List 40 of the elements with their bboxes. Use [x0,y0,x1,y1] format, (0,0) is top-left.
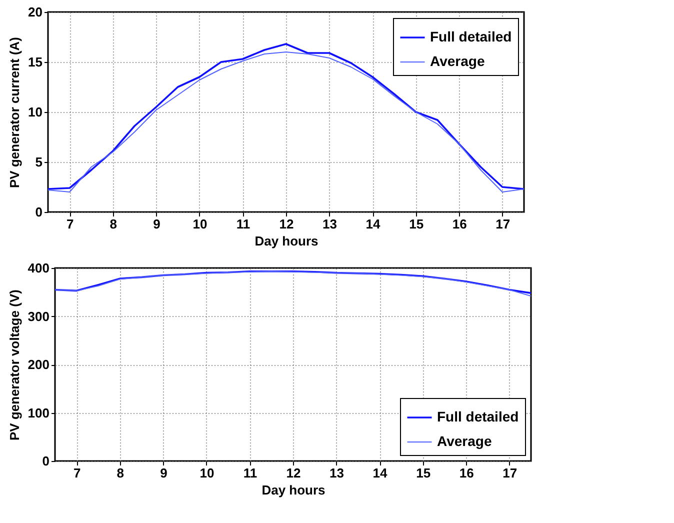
x-tick-label: 11 [236,216,250,232]
y-tick-label: 0 [35,204,42,220]
legend-label: Full detailed [437,408,519,424]
x-tick-label: 10 [200,466,214,480]
legend-label: Average [430,53,485,69]
x-tick-label: 12 [279,216,294,232]
x-tick-label: 16 [452,216,467,232]
x-tick-label: 11 [243,466,258,480]
y-tick-label: 200 [28,357,50,372]
y-tick-label: 10 [28,104,42,120]
x-axis-title: Day hours [254,234,318,248]
x-tick-label: 12 [286,466,301,480]
x-tick-label: 15 [409,216,424,232]
x-tick-label: 9 [160,466,168,480]
x-tick-label: 9 [153,216,160,232]
x-axis-title: Day hours [262,482,326,498]
x-tick-label: 14 [372,466,388,480]
y-tick-label: 100 [28,405,50,420]
y-tick-label: 300 [28,308,50,324]
y-tick-label: 400 [28,260,50,276]
x-tick-label: 8 [116,466,124,480]
legend-label: Full detailed [430,28,512,44]
x-tick-label: 14 [366,216,382,232]
x-tick-label: 13 [322,216,338,232]
x-tick-label: 13 [330,466,344,480]
x-tick-label: 15 [416,466,431,480]
y-axis-title: PV generator current (A) [7,37,22,188]
y-tick-label: 0 [42,454,50,468]
legend-label: Average [437,433,492,449]
x-tick-label: 10 [192,216,208,232]
y-tick-label: 20 [28,4,42,20]
x-tick-label: 16 [459,466,474,480]
y-axis-title: PV generator voltage (V) [6,290,22,440]
y-tick-label: 15 [28,54,42,70]
x-tick-label: 7 [66,216,74,232]
y-tick-label: 5 [35,154,42,170]
x-tick-label: 8 [110,216,118,232]
x-tick-label: 17 [496,216,510,232]
x-tick-label: 7 [74,466,81,480]
x-tick-label: 17 [502,466,518,480]
